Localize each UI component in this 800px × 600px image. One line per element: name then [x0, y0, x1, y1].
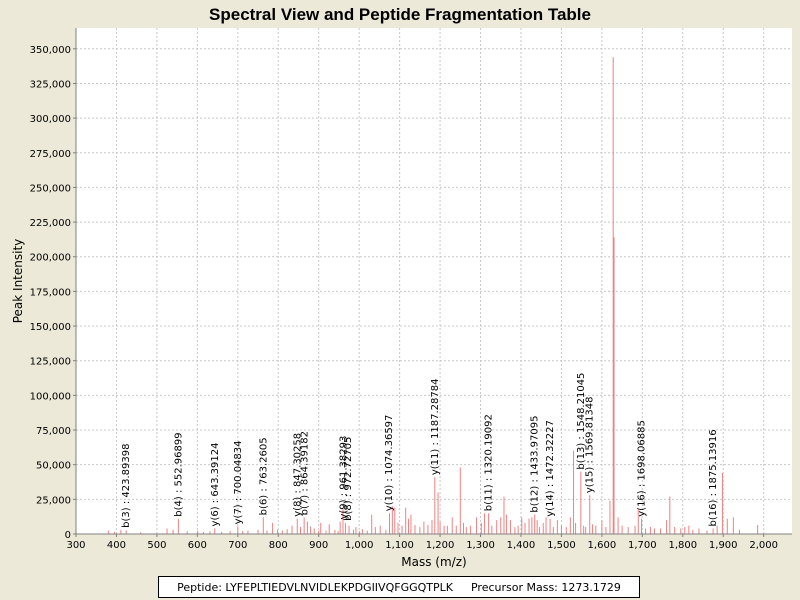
y-tick-label: 250,000 — [30, 183, 71, 194]
y-tick-label: 150,000 — [30, 322, 71, 333]
y-axis-label: Peak Intensity — [11, 239, 25, 324]
fragment-ion-label: b(4) : 552.96899 — [173, 432, 184, 516]
x-tick-label: 1,700 — [628, 540, 657, 551]
x-tick-label: 1,600 — [588, 540, 617, 551]
peaks — [107, 57, 759, 534]
axes: 300 400 500 600 700 800 900 1,000 1,100 1,200 1,30… — [30, 28, 792, 551]
x-tick-label: 1,500 — [547, 540, 576, 551]
fragment-ion-label: y(9) : 961.38293 — [339, 436, 350, 520]
fragment-ion-label: y(6) : 643.39124 — [210, 443, 221, 527]
fragment-ion-label: y(16) : 1698.06885 — [637, 420, 648, 517]
fragment-ion-label: b(8) : 972.72705 — [343, 437, 354, 521]
x-tick-label: 2,000 — [749, 540, 778, 551]
peptide-info-box: Peptide: LYFEPLTIEDVLNVIDLEKPDGIIVQFGGQT… — [158, 576, 640, 598]
x-tick-label: 500 — [147, 540, 166, 551]
x-axis-label: Mass (m/z) — [401, 555, 466, 569]
x-tick-label: 400 — [107, 540, 126, 551]
y-tick-label: 350,000 — [30, 45, 71, 56]
x-tick-label: 800 — [269, 540, 288, 551]
fragment-ion-label: y(14) : 1472.32227 — [545, 420, 556, 517]
y-tick-label: 50,000 — [36, 461, 71, 472]
y-tick-label: 200,000 — [30, 253, 71, 264]
precursor-mass: Precursor Mass: 1273.1729 — [470, 580, 621, 594]
y-tick-label: 125,000 — [30, 357, 71, 368]
x-tick-label: 1,800 — [668, 540, 697, 551]
x-tick-label: 600 — [188, 540, 207, 551]
x-tick-label: 1,200 — [426, 540, 455, 551]
x-tick-label: 1,400 — [507, 540, 536, 551]
y-tick-label: 100,000 — [30, 391, 71, 402]
x-tick-label: 700 — [228, 540, 247, 551]
fragment-ion-label: y(8) : 847.30258 — [292, 433, 303, 517]
y-tick-label: 0 — [65, 530, 71, 541]
x-tick-label: 300 — [66, 540, 85, 551]
y-tick-label: 300,000 — [30, 114, 71, 125]
fragment-ion-label: b(3) : 423.89398 — [121, 444, 132, 528]
grid-lines — [76, 28, 792, 534]
y-tick-label: 25,000 — [36, 495, 71, 506]
fragment-ion-label: b(6) : 763.2605 — [258, 437, 269, 515]
y-tick-label: 225,000 — [30, 218, 71, 229]
fragment-ion-label: y(11) : 1187.28784 — [430, 379, 441, 476]
plot-area — [76, 28, 792, 534]
x-tick-label: 1,100 — [385, 540, 414, 551]
y-tick-label: 75,000 — [36, 426, 71, 437]
y-tick-label: 275,000 — [30, 149, 71, 160]
spectrum-chart: Spectral View and Peptide Fragmentation … — [11, 5, 792, 569]
fragment-ion-label: b(16) : 1875.13916 — [708, 429, 719, 526]
fragment-ion-label: b(11) : 1320.19092 — [484, 414, 495, 511]
fragment-annotations: b(3) : 423.89398 b(4) : 552.96899 y(6) : 6… — [121, 373, 719, 528]
x-tick-label: 1,900 — [709, 540, 738, 551]
x-tick-label: 900 — [309, 540, 328, 551]
y-tick-label: 325,000 — [30, 79, 71, 90]
x-tick-label: 1,000 — [345, 540, 374, 551]
fragment-ion-label: b(12) : 1433.97095 — [530, 416, 541, 513]
fragment-ion-label: b(13) : 1548.21045 — [576, 373, 587, 470]
fragment-ion-label: y(15) : 1569.81348 — [585, 397, 596, 494]
y-tick-label: 175,000 — [30, 287, 71, 298]
fragment-ion-label: b(7) : 864.39182 — [299, 431, 310, 515]
fragment-ion-label: y(10) : 1074.36597 — [384, 415, 395, 512]
peptide-sequence: Peptide: LYFEPLTIEDVLNVIDLEKPDGIIVQFGGQT… — [177, 580, 453, 594]
fragment-ion-label: y(7) : 700.04834 — [233, 440, 244, 524]
chart-title: Spectral View and Peptide Fragmentation … — [209, 5, 591, 24]
x-tick-label: 1,300 — [466, 540, 495, 551]
